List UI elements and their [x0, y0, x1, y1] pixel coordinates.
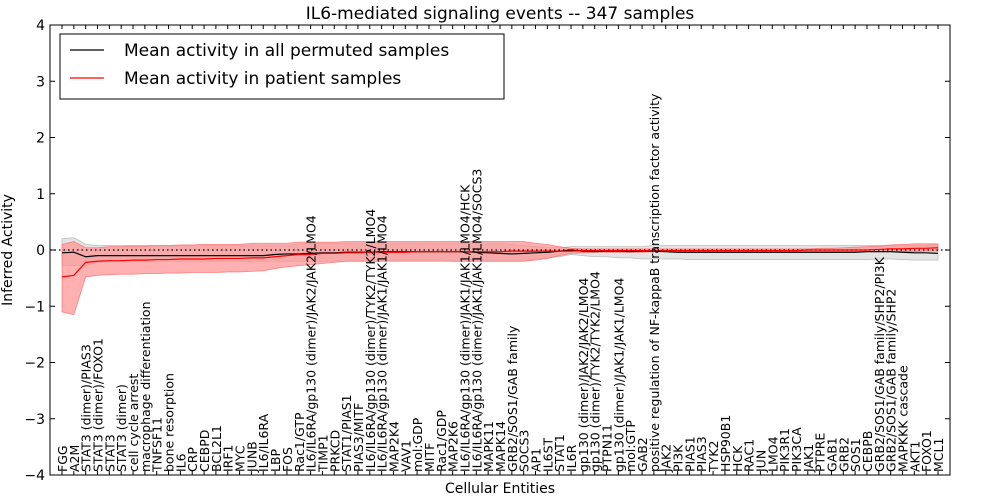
x-tick-label: MAPKKK cascade	[895, 365, 910, 472]
y-tick-label: 3	[36, 74, 45, 90]
y-tick-label: 4	[36, 18, 45, 34]
x-tick-label: RAC1	[742, 439, 757, 472]
x-tick-label: GRB2	[836, 437, 851, 472]
x-axis-label: Cellular Entities	[445, 481, 555, 497]
x-tick-label: STAT1/PIAS1	[339, 394, 354, 472]
x-tick-label: HSP90B1	[718, 415, 733, 472]
x-tick-label: TYK2	[706, 441, 721, 473]
x-tick-label: gp130 (dimer)/JAK2/JAK2/LMO4	[576, 278, 591, 472]
x-tick-label: bone resorption	[162, 373, 177, 472]
y-tick-label: −4	[24, 468, 45, 484]
x-tick-label: FOXO1	[919, 430, 934, 472]
x-tick-label: PIK3CA	[789, 427, 804, 472]
permuted-mean-line	[61, 249, 939, 258]
x-tick-label: JAK1	[801, 444, 816, 473]
x-tick-label: GRB2/SOS1/GAB family/SHP2	[884, 289, 899, 472]
x-tick-label: PI3K	[671, 444, 686, 472]
x-tick-label: MAP2K6	[446, 421, 461, 472]
x-tick-label: PTPN11	[600, 424, 615, 472]
patient-band	[61, 241, 939, 316]
y-tick-label: 0	[36, 243, 45, 259]
legend-label: Mean activity in patient samples	[124, 69, 401, 89]
x-tick-label: IL6/IL6RA/gp130 (dimer)/JAK1/JAK1/LMO4	[375, 215, 390, 472]
patient-mean-line	[61, 247, 939, 278]
x-tick-label: MCL1	[931, 438, 946, 472]
x-tick-label: IL6/IL6RA/gp130 (dimer)/JAK1/JAK1/LMO4/H…	[457, 184, 472, 472]
x-tick-label: FGG	[55, 445, 70, 472]
x-tick-label: positive regulation of NF-kappaB transcr…	[647, 93, 662, 472]
x-tick-label: AP1	[529, 448, 544, 472]
x-tick-label: macrophage differentiation	[138, 301, 153, 472]
x-tick-label: STAT3 (dimer)	[114, 384, 129, 472]
x-tick-label: MAP2K4	[386, 421, 401, 472]
x-tick-label: PTPRE	[813, 433, 828, 472]
x-tick-label: CRP	[185, 447, 200, 472]
y-tick-label: 2	[36, 131, 45, 147]
x-tick-label: gp130 (dimer)/TYK2/TYK2/LMO4	[588, 271, 603, 472]
x-tick-label: LBP	[268, 448, 283, 472]
y-tick-label: −2	[24, 356, 45, 372]
x-tick-label: SOS1	[848, 438, 863, 472]
x-tick-label: GAB1	[824, 437, 839, 472]
x-tick-label: IL6/IL6RA/gp130 (dimer)/TYK2/TYK2/LMO4	[363, 209, 378, 472]
y-tick-label: −1	[24, 299, 45, 315]
x-tick-label: IL6ST	[540, 437, 555, 472]
y-tick-label: −3	[24, 412, 45, 428]
x-tick-label: Rac1/GTP	[292, 412, 307, 472]
x-tick-label: STAT3 (dimer)/FOXO1	[91, 338, 106, 472]
chart-title: IL6-mediated signaling events -- 347 sam…	[306, 4, 695, 24]
x-tick-label: Rac1/GDP	[434, 410, 449, 472]
legend-box	[59, 33, 505, 100]
x-tick-label: gp130 (dimer)/JAK1/JAK1/LMO4	[611, 278, 626, 472]
x-tick-label: MAPK11	[481, 421, 496, 472]
x-tick-label: VAV1	[398, 440, 413, 472]
x-tick-label: AKT1	[907, 441, 922, 472]
x-tick-label: cell cycle arrest	[126, 374, 141, 472]
x-tick-label: JAK2	[659, 444, 674, 473]
x-tick-label: IL6/IL6RA/gp130 (dimer)/JAK2/JAK2/LMO4	[304, 215, 319, 472]
x-tick-label: A2M	[67, 445, 82, 472]
y-tick-label: 1	[36, 187, 45, 203]
x-tick-label: MYC	[233, 445, 248, 472]
y-axis-label: Inferred Activity	[0, 194, 16, 306]
x-tick-label: PIK3R1	[777, 428, 792, 472]
x-tick-label: BCL2L1	[209, 425, 224, 472]
x-tick-label: GAB2	[635, 437, 650, 472]
x-tick-label: PIAS1	[682, 436, 697, 472]
x-tick-label: STAT1	[552, 434, 567, 472]
x-tick-label: TIMP1	[315, 434, 330, 473]
x-tick-label: JUN	[753, 450, 768, 473]
x-tick-label: JUNB	[244, 441, 259, 473]
x-tick-label: MITF	[422, 443, 437, 472]
x-tick-label: PIAS3	[694, 436, 709, 472]
legend-label: Mean activity in all permuted samples	[124, 41, 449, 61]
x-tick-label: LMO4	[765, 436, 780, 472]
x-tick-label: mol:GTP	[623, 420, 638, 472]
x-tick-label: HCK	[730, 445, 745, 472]
x-tick-label: mol:GDP	[410, 417, 425, 472]
x-tick-label: SOCS3	[517, 430, 532, 472]
x-tick-label: GRB2/SOS1/GAB family	[505, 325, 520, 472]
x-tick-label: FOS	[280, 447, 295, 472]
x-tick-label: TNFSF11	[150, 417, 165, 473]
x-tick-label: PIAS3/MITF	[351, 403, 366, 472]
x-tick-label: CEBPB	[860, 431, 875, 472]
x-tick-label: GRB2/SOS1/GAB family/SHP2/PI3K	[872, 256, 887, 472]
x-tick-label: MAPK14	[493, 421, 508, 472]
legend: Mean activity in all permuted samples Mea…	[59, 33, 505, 100]
x-tick-label: IRF1	[221, 444, 236, 472]
x-tick-label: STAT3	[102, 434, 117, 472]
x-tick-label: IL6/IL6RA/gp130 (dimer)/JAK1/JAK1/LMO4/S…	[469, 169, 484, 472]
x-tick-label: CEBPD	[197, 430, 212, 472]
x-tick-label: PRKCD	[327, 430, 342, 472]
x-tick-label: IL6/IL6RA	[256, 413, 271, 472]
x-tick-label: STAT3 (dimer)/PIAS3	[79, 344, 94, 472]
x-tick-label: IL6	[173, 453, 188, 472]
x-tick-label: IL6R	[564, 444, 579, 472]
